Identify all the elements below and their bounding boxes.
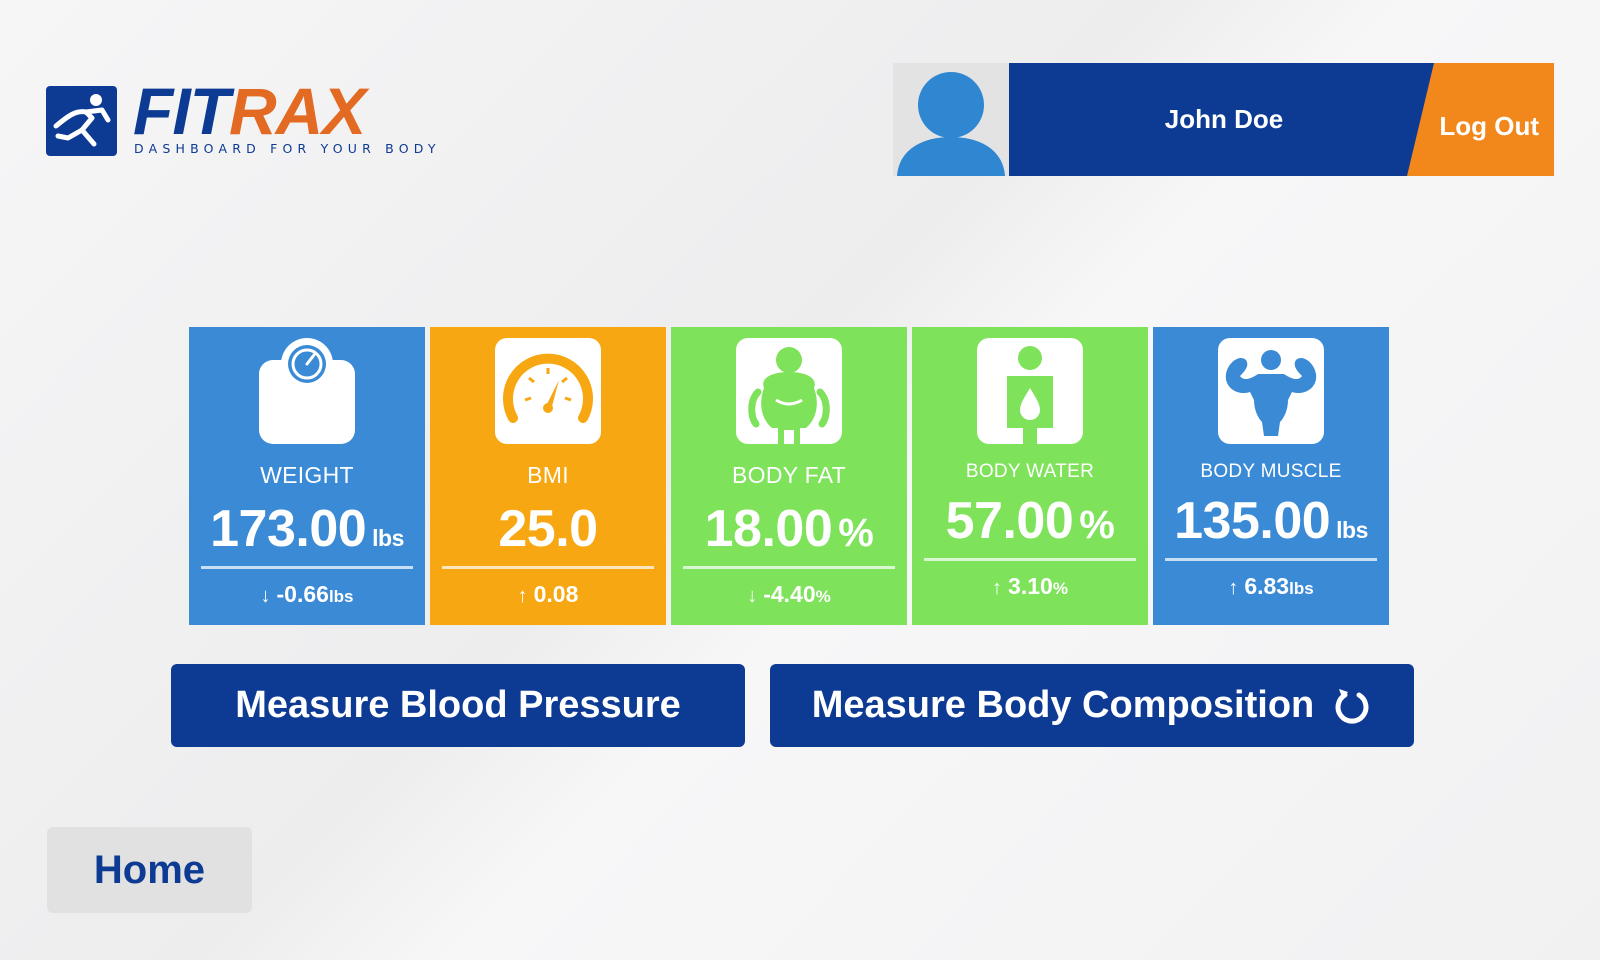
metric-delta: ↑ 6.83lbs [1228,573,1314,599]
metric-label: BMI [527,462,569,488]
measure-body-composition-label: Measure Body Composition [811,684,1315,726]
arrow-up-icon: ↑ [517,585,528,607]
gauge-icon [495,338,601,444]
metric-label: WEIGHT [260,462,354,488]
measure-blood-pressure-button[interactable]: Measure Blood Pressure [171,664,745,747]
metric-delta: ↓ -0.66lbs [260,581,354,607]
metric-tile-body-muscle: BODY MUSCLE 135.00 lbs ↑ 6.83lbs [1153,327,1389,625]
metric-delta: ↑ 3.10% [992,573,1068,599]
metric-label: BODY FAT [731,462,847,488]
measure-blood-pressure-label: Measure Blood Pressure [235,684,681,726]
arrow-down-icon: ↓ [260,585,271,607]
metric-tile-body-fat: BODY FAT 18.00% ↓ -4.40% [671,327,907,625]
refresh-icon [1332,686,1372,726]
metric-divider [442,566,654,569]
metric-tile-body-water: BODY WATER 57.00% ↑ 3.10% [912,327,1148,625]
metric-value: 173.00 lbs [210,500,404,558]
arrow-up-icon: ↑ [992,577,1003,599]
logout-button[interactable]: Log Out [1407,63,1554,176]
body-fat-icon [736,338,842,444]
user-name: John Doe [1164,104,1284,134]
brand-logo: FITRAX DASHBOARD FOR YOUR BODY [46,75,466,157]
metric-delta: ↑ 0.08 [517,581,579,607]
measure-body-composition-button[interactable]: Measure Body Composition [770,664,1414,747]
metric-label: BODY MUSCLE [1200,461,1342,482]
metric-divider [924,558,1136,561]
scale-icon [254,338,360,444]
muscle-icon [1218,338,1324,444]
brand-wordmark: FITRAX [133,74,366,148]
metric-divider [683,566,895,569]
brand-tagline: DASHBOARD FOR YOUR BODY [134,141,441,156]
metric-value: 25.0 [498,500,598,558]
metric-divider [201,566,413,569]
metric-value: 57.00% [945,492,1115,550]
metric-value: 18.00% [704,500,874,558]
user-name-panel: John Doe [1009,63,1449,176]
arrow-down-icon: ↓ [747,585,758,607]
home-button[interactable]: Home [47,827,252,913]
metric-delta: ↓ -4.40% [747,581,831,607]
water-drop-body-icon [977,338,1083,444]
metric-divider [1165,558,1377,561]
metric-tile-bmi: BMI 25.0 ↑ 0.08 [430,327,666,625]
user-bar: John Doe Log Out [893,63,1554,176]
metric-tile-weight: WEIGHT 173.00 lbs ↓ -0.66lbs [189,327,425,625]
metric-value: 135.00 lbs [1174,492,1368,550]
metric-label: BODY WATER [965,461,1095,482]
runner-icon [46,86,117,156]
user-silhouette-icon [893,63,1009,176]
arrow-up-icon: ↑ [1228,577,1239,599]
metrics-panel: WEIGHT 173.00 lbs ↓ -0.66lbs BMI 25.0 ↑ 0. [189,327,1392,625]
